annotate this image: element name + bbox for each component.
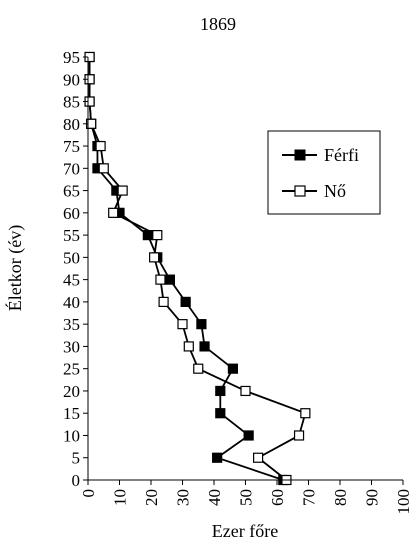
data-point-series-1 [95,140,106,152]
axes [87,57,403,481]
x-tick-label: 100 [394,489,413,515]
y-tick-label: 75 [63,137,80,156]
y-tick-label: 85 [63,93,80,112]
data-point-series-1 [98,163,109,174]
series-line-1 [88,57,307,481]
data-point-series-1 [177,319,188,330]
data-point-series-1 [253,452,264,463]
data-point-series-1 [155,274,166,285]
x-ticks: 0 10 20 30 40 50 60 70 80 90 100 [79,480,413,515]
y-tick-label: 0 [72,471,81,490]
data-point-series-0 [243,430,254,441]
y-ticks: 0 5 10 15 20 25 30 35 40 45 50 55 60 65 70 75 80 85 90 95 [63,48,88,490]
data-point-series-0 [199,341,210,352]
y-tick-label: 50 [63,248,80,267]
data-point-series-1 [108,207,119,218]
legend-marker-no [294,185,306,197]
y-tick-label: 15 [63,404,80,423]
legend-box [267,130,381,215]
data-point-series-1 [117,185,128,196]
y-tick-label: 20 [63,382,80,401]
data-point-series-0 [196,319,207,330]
y-tick-label: 45 [63,271,80,290]
y-tick-label: 55 [63,226,80,245]
y-tick-label: 30 [63,337,80,356]
data-point-series-1 [158,296,169,307]
y-tick-label: 65 [63,182,80,201]
y-tick-label: 95 [63,48,80,67]
data-point-series-1 [149,252,160,263]
x-tick-label: 0 [79,489,98,498]
legend-label-no: Nő [324,181,346,201]
chart-title: 1869 [200,14,236,34]
y-tick-label: 90 [63,70,80,89]
x-tick-label: 10 [111,489,130,506]
data-point-series-1 [300,408,311,419]
x-tick-label: 50 [237,489,256,506]
data-point-series-1 [293,430,305,441]
y-tick-label: 80 [63,115,80,134]
y-tick-label: 25 [63,360,80,379]
y-tick-label: 35 [63,315,80,334]
y-tick-label: 60 [63,204,80,223]
y-tick-label: 70 [63,159,80,178]
x-tick-label: 40 [205,489,224,506]
data-point-series-1 [152,230,163,241]
data-point-series-0 [180,296,191,307]
data-point-series-1 [240,385,251,397]
x-tick-label: 20 [142,489,161,506]
legend: Férfi Nő [267,130,381,215]
x-tick-label: 30 [174,489,193,506]
x-tick-label: 80 [331,489,350,506]
data-point-series-1 [193,363,204,374]
data-point-series-1 [183,341,194,352]
data-point-series-0 [215,385,226,397]
data-point-series-0 [142,230,153,241]
data-point-series-0 [215,408,226,419]
y-tick-label: 40 [63,293,80,312]
x-axis-label: Ezer főre [212,521,278,540]
legend-marker-ferfi [294,149,306,161]
y-axis-label: Életkor (év) [4,225,26,311]
y-tick-label: 5 [72,449,81,468]
series-line-0 [88,57,284,481]
x-tick-label: 90 [363,489,382,506]
data-point-series-0 [212,452,223,463]
data-point-series-0 [227,363,238,374]
plot-area [84,51,311,486]
y-tick-label: 10 [63,426,80,445]
x-tick-label: 60 [268,489,287,506]
x-tick-label: 70 [300,489,319,506]
legend-label-ferfi: Férfi [324,145,359,165]
data-point-series-0 [164,274,175,285]
